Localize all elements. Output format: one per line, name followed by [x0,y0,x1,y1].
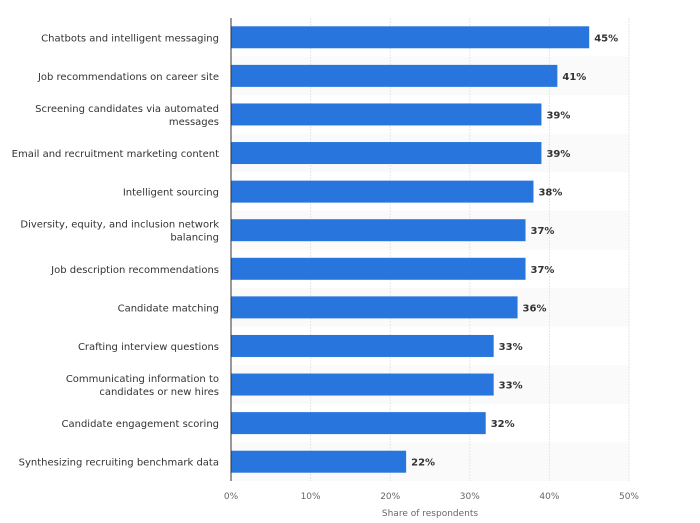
data-label: 22% [411,458,435,469]
category-label: Intelligent sourcing [123,188,219,199]
bar [231,373,494,396]
category-label: Diversity, equity, and inclusion network… [20,220,219,244]
category-label: Candidate matching [118,303,219,314]
bar [231,219,526,242]
data-label: 39% [546,149,570,160]
bar [231,180,534,203]
bar [231,412,486,435]
x-tick-label: 50% [619,492,639,502]
bar [231,450,407,473]
bar [231,257,526,280]
data-label: 36% [523,303,547,314]
x-tick-label: 0% [224,492,239,502]
category-label: Communicating information to candidates o… [66,374,219,398]
x-tick-label: 10% [301,492,321,502]
data-label: 38% [538,188,562,199]
x-tick-label: 30% [460,492,480,502]
data-label: 33% [499,342,523,353]
category-label: Job description recommendations [50,265,219,276]
category-label: Screening candidates via automated messag… [35,104,219,128]
category-label: Synthesizing recruiting benchmark data [19,458,219,469]
category-label: Job recommendations on career site [37,72,219,83]
data-label: 41% [562,72,586,83]
x-axis-title: Share of respondents [382,509,479,519]
bar [231,296,518,319]
data-label: 37% [531,265,555,276]
bar [231,64,558,87]
data-label: 33% [499,381,523,392]
bar [231,334,494,357]
category-label: Email and recruitment marketing content [12,149,219,160]
data-label: 45% [594,33,618,44]
data-label: 39% [546,110,570,121]
category-label: Chatbots and intelligent messaging [41,33,219,44]
bar [231,142,542,165]
bar [231,26,590,49]
category-label: Crafting interview questions [78,342,219,353]
x-tick-label: 40% [539,492,559,502]
bar [231,103,542,126]
x-tick-label: 20% [380,492,400,502]
data-label: 32% [491,419,515,430]
category-label: Candidate engagement scoring [62,419,220,430]
data-label: 37% [531,226,555,237]
